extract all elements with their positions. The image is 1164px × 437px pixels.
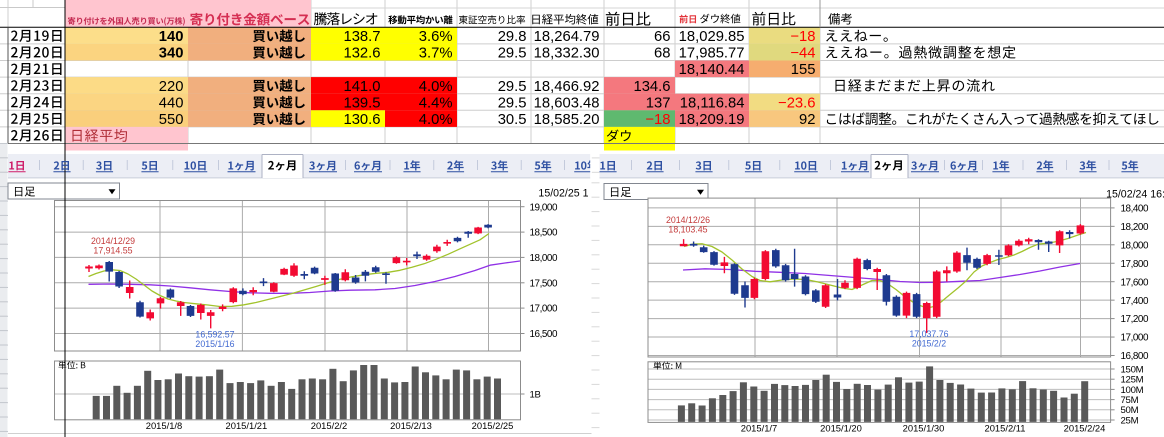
svg-text:−23.6: −23.6 [778, 95, 815, 111]
svg-text:18,585.20: 18,585.20 [534, 112, 600, 128]
svg-text:18,140.44: 18,140.44 [679, 62, 745, 78]
svg-text:16,592.57: 16,592.57 [195, 330, 234, 340]
svg-text:3.6%: 3.6% [419, 29, 453, 45]
svg-text:75M: 75M [1121, 395, 1139, 406]
svg-text:2015/2/13: 2015/2/13 [390, 420, 432, 431]
svg-text:18,200: 18,200 [1121, 222, 1149, 233]
svg-text:66: 66 [654, 29, 670, 45]
svg-text:130.6: 130.6 [343, 112, 380, 128]
svg-text:30.5: 30.5 [498, 112, 527, 128]
svg-text:17,037.76: 17,037.76 [909, 329, 948, 339]
svg-text:18,500: 18,500 [530, 228, 558, 239]
svg-text:19,000: 19,000 [530, 202, 558, 213]
svg-text:4.0%: 4.0% [419, 79, 453, 95]
svg-text:141.0: 141.0 [343, 79, 380, 95]
svg-text:2015/1/30: 2015/1/30 [903, 423, 945, 434]
svg-text:2015/2/25: 2015/2/25 [472, 420, 514, 431]
svg-text:68: 68 [654, 46, 670, 62]
svg-text:139.5: 139.5 [343, 95, 380, 111]
svg-text:29.5: 29.5 [498, 79, 527, 95]
svg-text:4.4%: 4.4% [419, 95, 453, 111]
svg-text:17,600: 17,600 [1121, 277, 1149, 288]
svg-text:17,400: 17,400 [1121, 296, 1149, 307]
svg-text:100M: 100M [1121, 385, 1144, 396]
svg-text:16,500: 16,500 [530, 329, 558, 340]
svg-text:2014/12/26: 2014/12/26 [666, 215, 710, 225]
svg-text:18,116.84: 18,116.84 [680, 95, 745, 111]
svg-text:17,000: 17,000 [530, 304, 558, 315]
svg-text:2015/2/11: 2015/2/11 [984, 423, 1025, 434]
svg-text:18,029.85: 18,029.85 [679, 29, 745, 45]
svg-text:150M: 150M [1121, 364, 1144, 375]
svg-text:18,209.19: 18,209.19 [679, 112, 745, 128]
svg-text:125M: 125M [1121, 375, 1144, 386]
svg-text:18,103.45: 18,103.45 [668, 225, 707, 235]
svg-text:220: 220 [159, 79, 184, 95]
svg-text:2014/12/29: 2014/12/29 [91, 236, 135, 246]
svg-text:340: 340 [159, 46, 184, 62]
svg-text:17,914.55: 17,914.55 [93, 246, 132, 256]
svg-text:2015/1/8: 2015/1/8 [146, 420, 183, 431]
svg-text:2015/1/21: 2015/1/21 [226, 420, 268, 431]
svg-text:137: 137 [646, 95, 671, 111]
svg-text:18,400: 18,400 [1121, 204, 1149, 215]
svg-text:18,264.79: 18,264.79 [534, 29, 600, 45]
svg-text:1B: 1B [530, 389, 541, 400]
svg-text:29.5: 29.5 [498, 46, 527, 62]
svg-text:18,332.30: 18,332.30 [534, 46, 600, 62]
svg-text:2015/1/7: 2015/1/7 [741, 423, 778, 434]
svg-text:−18: −18 [790, 29, 815, 45]
svg-text:15/02/25 1: 15/02/25 1 [538, 188, 588, 200]
svg-text:17,985.77: 17,985.77 [679, 46, 745, 62]
svg-text:17,800: 17,800 [1121, 259, 1149, 270]
svg-text:2015/1/20: 2015/1/20 [820, 423, 862, 434]
svg-text:2015/2/2: 2015/2/2 [311, 420, 348, 431]
svg-text:134.6: 134.6 [633, 79, 670, 95]
svg-text:15/02/24 16:: 15/02/24 16: [1106, 189, 1164, 201]
svg-text:2015/2/24: 2015/2/24 [1064, 423, 1106, 434]
svg-text:18,000: 18,000 [530, 253, 558, 264]
svg-text:440: 440 [159, 95, 184, 111]
svg-text:550: 550 [159, 112, 184, 128]
svg-text:2015/2/2: 2015/2/2 [912, 339, 946, 349]
svg-text:29.8: 29.8 [498, 29, 527, 45]
svg-text:132.6: 132.6 [343, 46, 380, 62]
svg-text:18,466.92: 18,466.92 [534, 79, 600, 95]
svg-text:140: 140 [159, 29, 184, 45]
svg-text:−44: −44 [790, 46, 815, 62]
svg-text:2015/1/16: 2015/1/16 [195, 339, 234, 349]
svg-text:3.7%: 3.7% [419, 46, 453, 62]
svg-text:92: 92 [799, 112, 815, 128]
svg-text:50M: 50M [1121, 405, 1139, 416]
svg-text:25M: 25M [1121, 415, 1139, 426]
svg-text:155: 155 [791, 62, 816, 78]
svg-text:16,800: 16,800 [1121, 351, 1149, 362]
svg-text:4.0%: 4.0% [419, 112, 453, 128]
svg-text:18,000: 18,000 [1121, 240, 1149, 251]
svg-text:138.7: 138.7 [343, 29, 380, 45]
svg-text:−18: −18 [645, 112, 670, 128]
svg-text:17,200: 17,200 [1121, 314, 1149, 325]
svg-text:29.5: 29.5 [498, 95, 527, 111]
svg-text:17,500: 17,500 [530, 278, 558, 289]
svg-text:17,000: 17,000 [1121, 333, 1149, 344]
svg-text:18,603.48: 18,603.48 [534, 95, 600, 111]
